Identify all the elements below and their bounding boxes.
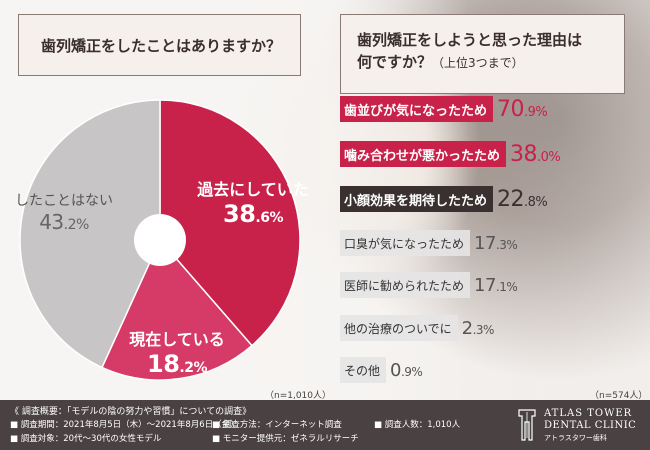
reason-row: 医師に勧められたため 17.1% (340, 272, 518, 298)
footer-title: 《 調査概要：「モデルの陰の努力や習慣」についての調査》 (10, 407, 252, 417)
reason-value: 70.9% (497, 96, 548, 122)
pie-label-now: 現在している 18.2% (102, 326, 252, 378)
reason-row: 噛み合わせが悪かったため 38.0% (340, 141, 561, 167)
right-question-line2: 何ですか？（上位3つまで） (357, 53, 524, 71)
footer-target: ■ 調査対象：20代〜30代の女性モデル (10, 434, 162, 444)
logo-line3: アトラスタワー歯科 (544, 434, 607, 442)
pie-label-now-text: 現在している (129, 330, 225, 349)
reason-value: 0.9% (390, 359, 423, 381)
footer-period: ■ 調査期間：2021年8月5日（木）〜2021年8月6日（金） (10, 420, 239, 430)
reason-label: 歯並びが気になったため (340, 96, 494, 122)
footer-count: ■ 調査人数：1,010人 (374, 420, 461, 430)
pie-label-never: したことはない 43.2% (8, 190, 120, 234)
left-question-text: 歯列矯正をしたことはありますか？ (41, 37, 282, 55)
pie-label-past-text: 過去にしていた (197, 180, 309, 199)
logo-line2: DENTAL CLINIC (544, 420, 637, 431)
reason-label: その他 (340, 357, 387, 383)
right-question-box: 歯列矯正をしようと思った理由は 何ですか？（上位3つまで） (340, 14, 629, 98)
reason-value: 22.8% (497, 186, 548, 212)
reason-value: 38.0% (510, 141, 561, 167)
reason-label: 他の治療のついでに (340, 315, 458, 341)
reason-value: 17.3% (474, 232, 518, 254)
reason-label: 医師に勧められたため (340, 272, 471, 298)
reason-label: 口臭が気になったため (340, 230, 471, 256)
pie-sample-size: （n=1,010人） (265, 391, 332, 401)
footer-provider: ■ モニター提供元：ゼネラルリサーチ (212, 434, 359, 444)
right-question-line1: 歯列矯正をしようと思った理由は (357, 31, 583, 49)
left-question-box: 歯列矯正をしたことはありますか？ (18, 14, 305, 80)
pie-label-past: 過去にしていた 38.6% (178, 176, 328, 228)
pie-value-past: 38.6% (223, 200, 283, 228)
logo-line1: ATLAS TOWER (544, 408, 633, 419)
reason-row: 小顔効果を期待したため 22.8% (340, 186, 548, 212)
footer-method: ■ 調査方法：インターネット調査 (212, 420, 342, 430)
survey-footer: 《 調査概要：「モデルの陰の努力や習慣」についての調査》 ■ 調査期間：2021… (0, 400, 650, 450)
reason-row: 他の治療のついでに 2.3% (340, 315, 494, 341)
reason-row: その他 0.9% (340, 357, 423, 383)
right-question-sub: （上位3つまで） (432, 56, 524, 70)
clinic-logo: ATLAS TOWER DENTAL CLINIC アトラスタワー歯科 (516, 406, 641, 444)
pie-value-now: 18.2% (147, 350, 207, 378)
reason-row: 歯並びが気になったため 70.9% (340, 96, 548, 122)
reason-label: 噛み合わせが悪かったため (340, 141, 507, 167)
reason-row: 口臭が気になったため 17.3% (340, 230, 518, 256)
reason-value: 2.3% (461, 317, 495, 339)
pie-label-never-text: したことはない (15, 193, 113, 209)
reason-value: 17.1% (474, 274, 518, 296)
tooth-tower-icon (518, 409, 536, 441)
bar-sample-size: （n=574人） (590, 391, 648, 401)
reason-label: 小顔効果を期待したため (340, 186, 494, 212)
pie-value-never: 43.2% (39, 210, 89, 234)
